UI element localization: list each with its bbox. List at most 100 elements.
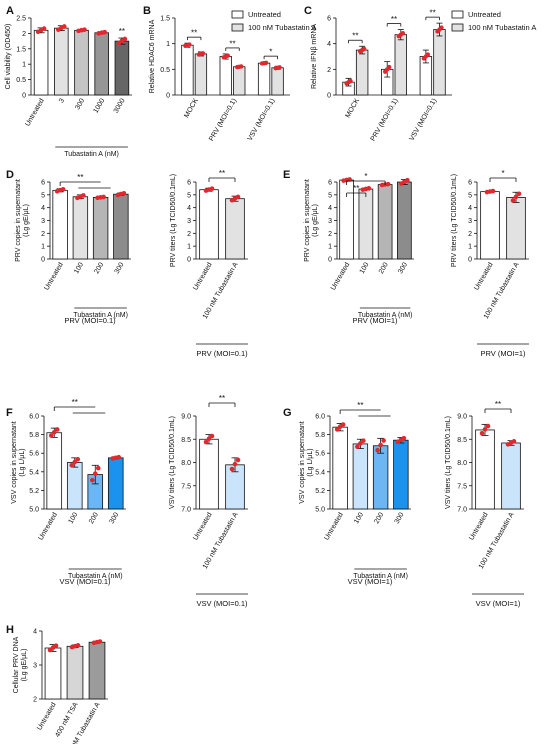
data-point [405,177,410,183]
group-label: Tubastatin A (nM) [358,312,413,319]
data-point [401,435,407,441]
y-tick-label: 6.0 [315,414,325,421]
significance-label: ** [119,27,125,36]
significance-label: ** [391,15,397,24]
data-point [366,186,372,191]
data-point [425,52,431,57]
x-tick-label: Untreated [192,511,213,541]
condition-label: VSV (MOI=1) [348,577,393,586]
data-point [485,423,491,429]
y-tick-label: 5.2 [29,488,39,495]
x-tick-label: 100 [359,261,371,275]
y-tick-label: 1 [187,244,191,251]
y-tick-label: 5.0 [29,507,39,514]
data-point [60,186,66,192]
y-tick-label: 5 [41,192,45,199]
bar [332,426,348,510]
data-point [229,466,235,472]
data-point [381,438,386,443]
y-axis-label: Cellular PRV DNA [13,636,20,693]
significance-label: ** [72,398,78,407]
data-point [263,60,269,66]
y-tick-label: 5.2 [315,488,325,495]
y-tick-label: 8.0 [181,460,191,467]
data-point [82,27,87,32]
y-axis-label: VSV copies in supernatant [299,421,306,504]
bar [33,29,49,96]
y-axis-label: Relative HDAC6 mRNA [149,19,156,93]
bar [74,29,89,96]
y-tick-label: 7.0 [181,507,191,514]
data-point [209,186,215,191]
y-tick-label: 2 [41,231,45,238]
legend-label: 100 nM Tubastatin A [468,23,536,32]
x-tick-label: Untreated [330,261,351,291]
y-axis-label: PRV copies in supernatant [15,179,22,262]
data-point [361,438,366,443]
panel-letter: A [6,5,14,17]
significance-label: * [501,169,504,178]
y-tick-label: 5.8 [315,432,325,439]
y-tick-label: 2.5 [16,16,26,23]
panel-letter: F [6,407,13,419]
data-point [490,188,496,194]
y-tick-label: 1.5 [16,46,26,53]
legend-swatch [451,23,464,32]
y-tick-label: 4 [41,205,45,212]
bar [194,53,208,96]
condition-label: PRV (MOI=0.1) [196,349,248,358]
bar [225,198,245,260]
y-tick-label: 0.5 [160,67,170,74]
data-point [482,427,488,432]
condition-label: PRV (MOI=0.1) [64,316,116,325]
condition-label: VSV (MOI=0.1) [196,599,248,608]
bar [501,442,521,510]
y-tick-label: 6 [328,180,332,187]
y-tick-label: 0 [22,93,26,100]
y-tick-label: 8.5 [181,437,191,444]
y-axis-label: PRV titers (Lg TCID50/0.1mL) [170,174,177,267]
y-axis-label: PRV copies in supernatant [304,179,311,262]
data-point [510,198,516,203]
bar [72,196,89,260]
y-tick-label: 5.6 [29,451,39,458]
bar [394,34,408,96]
x-tick-label: Untreated [473,261,494,291]
panel-letter: C [304,5,312,17]
data-point [513,194,519,200]
bar [355,49,369,96]
bar [113,193,129,260]
legend-label: Untreated [468,10,501,19]
data-point [347,177,352,182]
bar [271,67,284,96]
bar [358,188,374,260]
y-tick-label: 2 [468,231,472,238]
y-tick-label: 1 [328,244,332,251]
data-point [41,26,47,31]
bar [92,196,109,260]
data-point [439,25,444,30]
bar [480,191,500,260]
bar [393,439,409,510]
significance-label: ** [229,39,235,48]
y-tick-label: 1.5 [160,16,170,23]
y-tick-label: 0 [328,257,332,264]
bar [52,189,68,260]
y-axis-label: (Lg L/μL) [307,448,314,476]
y-tick-label: 4 [187,205,191,212]
data-point [206,436,212,442]
data-point [239,64,244,69]
significance-label: * [269,48,272,57]
x-tick-label: MOCK [345,97,362,119]
y-tick-label: 8.0 [457,460,467,467]
bar [219,56,232,96]
data-point [200,51,206,56]
panel-letter: G [283,407,292,419]
x-tick-label: Untreated [24,97,45,127]
x-tick-label: PRV (MOI=0.1) [370,98,400,143]
data-point [355,444,360,449]
bar [339,179,354,260]
data-point [75,643,81,648]
x-tick-label: Untreated [323,511,344,541]
bar [66,645,84,700]
